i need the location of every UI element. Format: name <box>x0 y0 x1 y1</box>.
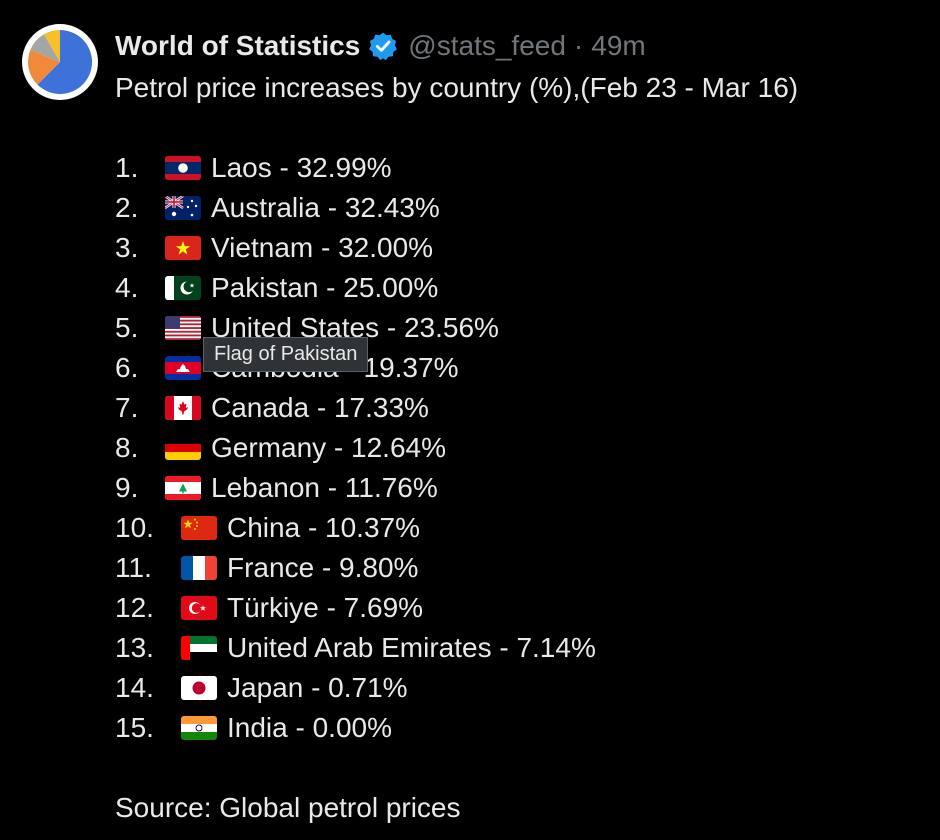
rank-number: 15. <box>115 712 154 743</box>
list-item: 2. Australia - 32.43% <box>115 188 596 228</box>
cambodia-flag-icon[interactable] <box>165 356 201 380</box>
country-text: Vietnam - 32.00% <box>211 232 434 263</box>
rank-number: 2. <box>115 192 139 223</box>
france-flag-icon[interactable] <box>181 556 217 580</box>
list-item: 10. China - 10.37% <box>115 508 596 548</box>
india-flag-icon[interactable] <box>181 716 217 740</box>
list-item: 7. Canada - 17.33% <box>115 388 596 428</box>
united-states-flag-icon[interactable] <box>165 316 201 340</box>
avatar[interactable] <box>22 24 98 100</box>
rank-number: 11. <box>115 552 152 583</box>
list-item: 9. Lebanon - 11.76% <box>115 468 596 508</box>
header-separator: · <box>573 30 584 61</box>
rank-number: 6. <box>115 352 139 383</box>
china-flag-icon[interactable] <box>181 516 217 540</box>
timestamp[interactable]: 49m <box>591 30 646 61</box>
list-item: 14. Japan - 0.71% <box>115 668 596 708</box>
country-text: India - 0.00% <box>227 712 392 743</box>
country-text: France - 9.80% <box>227 552 419 583</box>
vietnam-flag-icon[interactable] <box>165 236 201 260</box>
lebanon-flag-icon[interactable] <box>165 476 201 500</box>
rank-number: 14. <box>115 672 154 703</box>
japan-flag-icon[interactable] <box>181 676 217 700</box>
list-item: 15. India - 0.00% <box>115 708 596 748</box>
australia-flag-icon[interactable] <box>165 196 201 220</box>
country-text: Türkiye - 7.69% <box>227 592 424 623</box>
country-text: Germany - 12.64% <box>211 432 446 463</box>
turkiye-flag-icon[interactable] <box>181 596 217 620</box>
list-item: 11. France - 9.80% <box>115 548 596 588</box>
country-text: Laos - 32.99% <box>211 152 392 183</box>
uae-flag-icon[interactable] <box>181 636 217 660</box>
germany-flag-icon[interactable] <box>165 436 201 460</box>
list-item: 4. Pakistan - 25.00% <box>115 268 596 308</box>
tweet-title: Petrol price increases by country (%),(F… <box>115 72 799 103</box>
rank-number: 12. <box>115 592 154 623</box>
laos-flag-icon[interactable] <box>165 156 201 180</box>
tweet-header: World of Statistics @stats_feed · 49m <box>115 26 646 66</box>
list-item: 3. Vietnam - 32.00% <box>115 228 596 268</box>
user-handle[interactable]: @stats_feed <box>408 30 566 61</box>
rank-number: 3. <box>115 232 139 263</box>
rank-number: 13. <box>115 632 154 663</box>
rank-number: 10. <box>115 512 154 543</box>
rank-number: 4. <box>115 272 139 303</box>
country-text: Pakistan - 25.00% <box>211 272 439 303</box>
pie-chart-avatar-icon <box>28 29 93 94</box>
country-text: Australia - 32.43% <box>211 192 440 223</box>
list-item: 1. Laos - 32.99% <box>115 148 596 188</box>
country-list: 1. Laos - 32.99% 2. Australia - 3 <box>115 148 596 748</box>
rank-number: 8. <box>115 432 139 463</box>
rank-number: 1. <box>115 152 139 183</box>
display-name[interactable]: World of Statistics <box>115 30 361 61</box>
list-item: 12. Türkiye - 7.69% <box>115 588 596 628</box>
pakistan-flag-icon[interactable] <box>165 276 201 300</box>
list-item: 13. United Arab Emirates - 7.14% <box>115 628 596 668</box>
rank-number: 7. <box>115 392 139 423</box>
country-text: China - 10.37% <box>227 512 421 543</box>
country-text: Canada - 17.33% <box>211 392 429 423</box>
list-item: 8. Germany - 12.64% <box>115 428 596 468</box>
verified-badge-icon <box>368 31 398 61</box>
rank-number: 9. <box>115 472 139 503</box>
source-text: Source: Global petrol prices <box>115 792 461 823</box>
country-text: United Arab Emirates - 7.14% <box>227 632 596 663</box>
country-text: Japan - 0.71% <box>227 672 408 703</box>
canada-flag-icon[interactable] <box>165 396 201 420</box>
country-text: Lebanon - 11.76% <box>211 472 438 503</box>
rank-number: 5. <box>115 312 139 343</box>
flag-tooltip: Flag of Pakistan <box>203 337 369 372</box>
